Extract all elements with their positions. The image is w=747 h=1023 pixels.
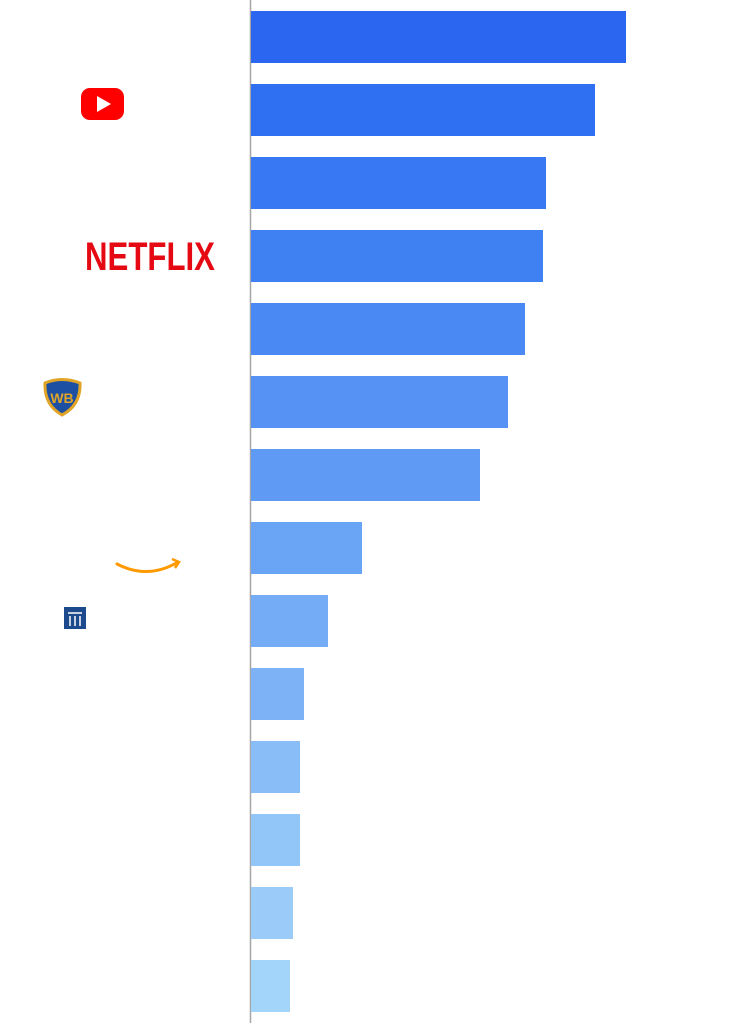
- paramount-logo-mark: [68, 612, 82, 626]
- amazon-smile: [115, 560, 180, 574]
- bar: [251, 522, 362, 574]
- bar: [251, 887, 293, 939]
- amazon-arrow: [171, 557, 181, 569]
- wb-shield: [43, 378, 82, 417]
- bar: [251, 741, 300, 793]
- bar: [251, 303, 525, 355]
- youtube-logo: [81, 88, 124, 120]
- paramount-logo: [64, 607, 86, 629]
- youtube-logo-play: [97, 96, 111, 112]
- bar: [251, 11, 626, 63]
- bar: [251, 157, 546, 209]
- bar: [251, 376, 508, 428]
- bar: [251, 449, 480, 501]
- bar: [251, 595, 328, 647]
- bar: [251, 668, 304, 720]
- bar: [251, 230, 543, 282]
- bar: [251, 84, 595, 136]
- wb-mark: WB: [50, 390, 73, 406]
- bar: [251, 814, 300, 866]
- netflix-logo: NETFLIX: [85, 235, 215, 279]
- bar: [251, 960, 290, 1012]
- wb-logo: WB: [43, 378, 82, 417]
